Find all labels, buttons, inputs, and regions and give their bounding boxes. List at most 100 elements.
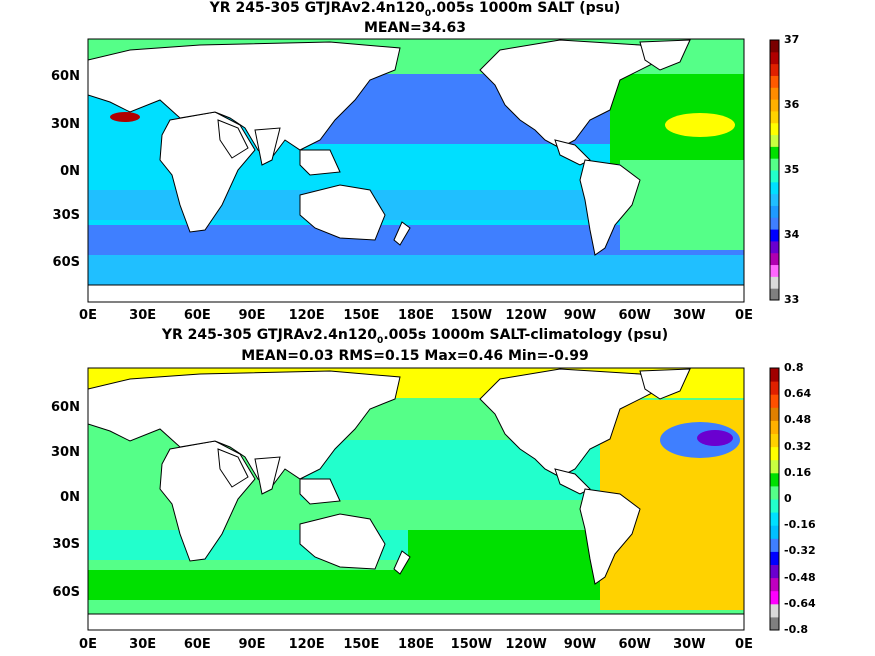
- colorbar-swatch: [770, 368, 779, 382]
- lon-label: 120E: [288, 308, 325, 323]
- colorbar-swatch: [770, 381, 779, 395]
- lon-label: 150E: [343, 308, 380, 323]
- colorbar-swatch: [770, 252, 779, 266]
- colorbar-swatch: [770, 472, 779, 487]
- colorbar-swatch: [770, 564, 779, 579]
- lat-label: 30N: [51, 445, 80, 460]
- colorbar-swatch: [770, 63, 779, 76]
- colorbar-swatch: [770, 40, 779, 53]
- lat-label: 60S: [52, 255, 80, 270]
- colorbar-swatch: [770, 134, 779, 147]
- panel1-colorbar: [769, 39, 780, 301]
- colorbar-label: 0.16: [784, 465, 812, 479]
- colorbar-swatch: [770, 229, 779, 242]
- colorbar-swatch: [770, 87, 779, 100]
- lat-label: 30S: [52, 537, 80, 552]
- colorbar-label: 34: [784, 228, 800, 241]
- lon-label: 180E: [397, 308, 435, 323]
- lat-label: 60S: [52, 585, 80, 600]
- colorbar-swatch: [770, 181, 779, 195]
- colorbar-swatch: [770, 538, 779, 552]
- colorbar-swatch: [770, 394, 779, 408]
- lon-label: 60E: [183, 637, 211, 652]
- lon-label: 120W: [505, 308, 547, 323]
- colorbar-label: 0.64: [784, 387, 812, 401]
- colorbar-label: 33: [784, 293, 800, 306]
- colorbar-swatch: [770, 603, 779, 618]
- lon-label: 0E: [79, 637, 97, 652]
- lon-label: 120E: [288, 637, 325, 652]
- lat-label: 0N: [60, 490, 80, 505]
- colorbar-label: -0.8: [784, 623, 809, 636]
- colorbar-swatch: [770, 551, 779, 565]
- colorbar-label: -0.64: [784, 596, 816, 610]
- colorbar-swatch: [770, 99, 779, 112]
- lon-label: 90W: [563, 308, 597, 323]
- colorbar-swatch: [770, 577, 779, 592]
- panel2-stats: MEAN=0.03 RMS=0.15 Max=0.46 Min=-0.99: [241, 348, 589, 364]
- panel2-frame: [87, 367, 745, 631]
- lon-label: 30E: [129, 637, 157, 652]
- lat-label: 60N: [51, 69, 80, 84]
- lon-label: 30E: [129, 308, 157, 323]
- panel2-title: YR 245-305 GTJRAv2.4n1200.005s 1000m SAL…: [161, 327, 669, 346]
- colorbar-swatch: [770, 433, 779, 448]
- colorbar-swatch: [770, 146, 779, 159]
- colorbar-label: 36: [784, 98, 800, 111]
- panel1-map: [88, 39, 744, 302]
- panel1-frame: [87, 38, 745, 303]
- colorbar-swatch: [770, 276, 779, 289]
- colorbar-swatch: [770, 407, 779, 421]
- colorbar-swatch: [770, 122, 779, 136]
- lon-label: 90E: [238, 308, 266, 323]
- panel2-map: [88, 368, 744, 630]
- colorbar-swatch: [770, 485, 779, 500]
- lon-label: 0E: [735, 637, 753, 652]
- colorbar-label: -0.16: [784, 518, 816, 532]
- colorbar-swatch: [770, 170, 779, 183]
- colorbar-swatch: [770, 616, 779, 631]
- colorbar-swatch: [770, 420, 779, 434]
- colorbar-label: -0.48: [784, 570, 816, 584]
- colorbar-frame: [769, 39, 780, 301]
- colorbar-swatch: [770, 525, 779, 539]
- lon-label: 60W: [618, 637, 651, 652]
- colorbar-swatch: [770, 110, 779, 124]
- colorbar-label: -0.32: [784, 544, 816, 558]
- colorbar-swatch: [770, 499, 779, 513]
- colorbar-label: 0.8: [784, 361, 804, 374]
- colorbar-label: 37: [784, 33, 800, 46]
- lat-label: 60N: [51, 400, 80, 415]
- lon-label: 150W: [450, 308, 493, 323]
- colorbar-swatch: [770, 205, 779, 218]
- colorbar-swatch: [770, 158, 779, 171]
- lat-label: 30N: [51, 117, 80, 132]
- lon-label: 90W: [563, 637, 597, 652]
- panel1-title: YR 245-305 GTJRAv2.4n1200.005s 1000m SAL…: [209, 0, 621, 19]
- lon-label: 30W: [673, 637, 706, 652]
- colorbar-swatch: [770, 512, 779, 526]
- colorbar-swatch: [770, 217, 779, 230]
- panel1-stats: MEAN=34.63: [363, 20, 467, 36]
- lon-label: 150E: [343, 637, 380, 652]
- colorbar-swatch: [770, 193, 779, 206]
- lon-label: 60E: [183, 308, 211, 323]
- colorbar-label: 35: [784, 163, 800, 176]
- lon-label: 150W: [450, 637, 493, 652]
- lon-label: 0E: [79, 308, 97, 323]
- colorbar-swatch: [770, 590, 779, 605]
- lon-label: 60W: [618, 308, 651, 323]
- lon-label: 30W: [673, 308, 706, 323]
- colorbar-label: 0.48: [784, 413, 812, 427]
- lon-label: 180E: [397, 637, 435, 652]
- colorbar-swatch: [770, 75, 779, 88]
- colorbar-swatch: [770, 51, 779, 65]
- colorbar-frame: [769, 367, 780, 631]
- colorbar-swatch: [770, 288, 779, 301]
- lat-label: 0N: [60, 164, 80, 179]
- colorbar-swatch: [770, 459, 779, 474]
- panel2-colorbar: [769, 367, 780, 631]
- colorbar-swatch: [770, 240, 779, 254]
- colorbar-label: 0.32: [784, 439, 812, 453]
